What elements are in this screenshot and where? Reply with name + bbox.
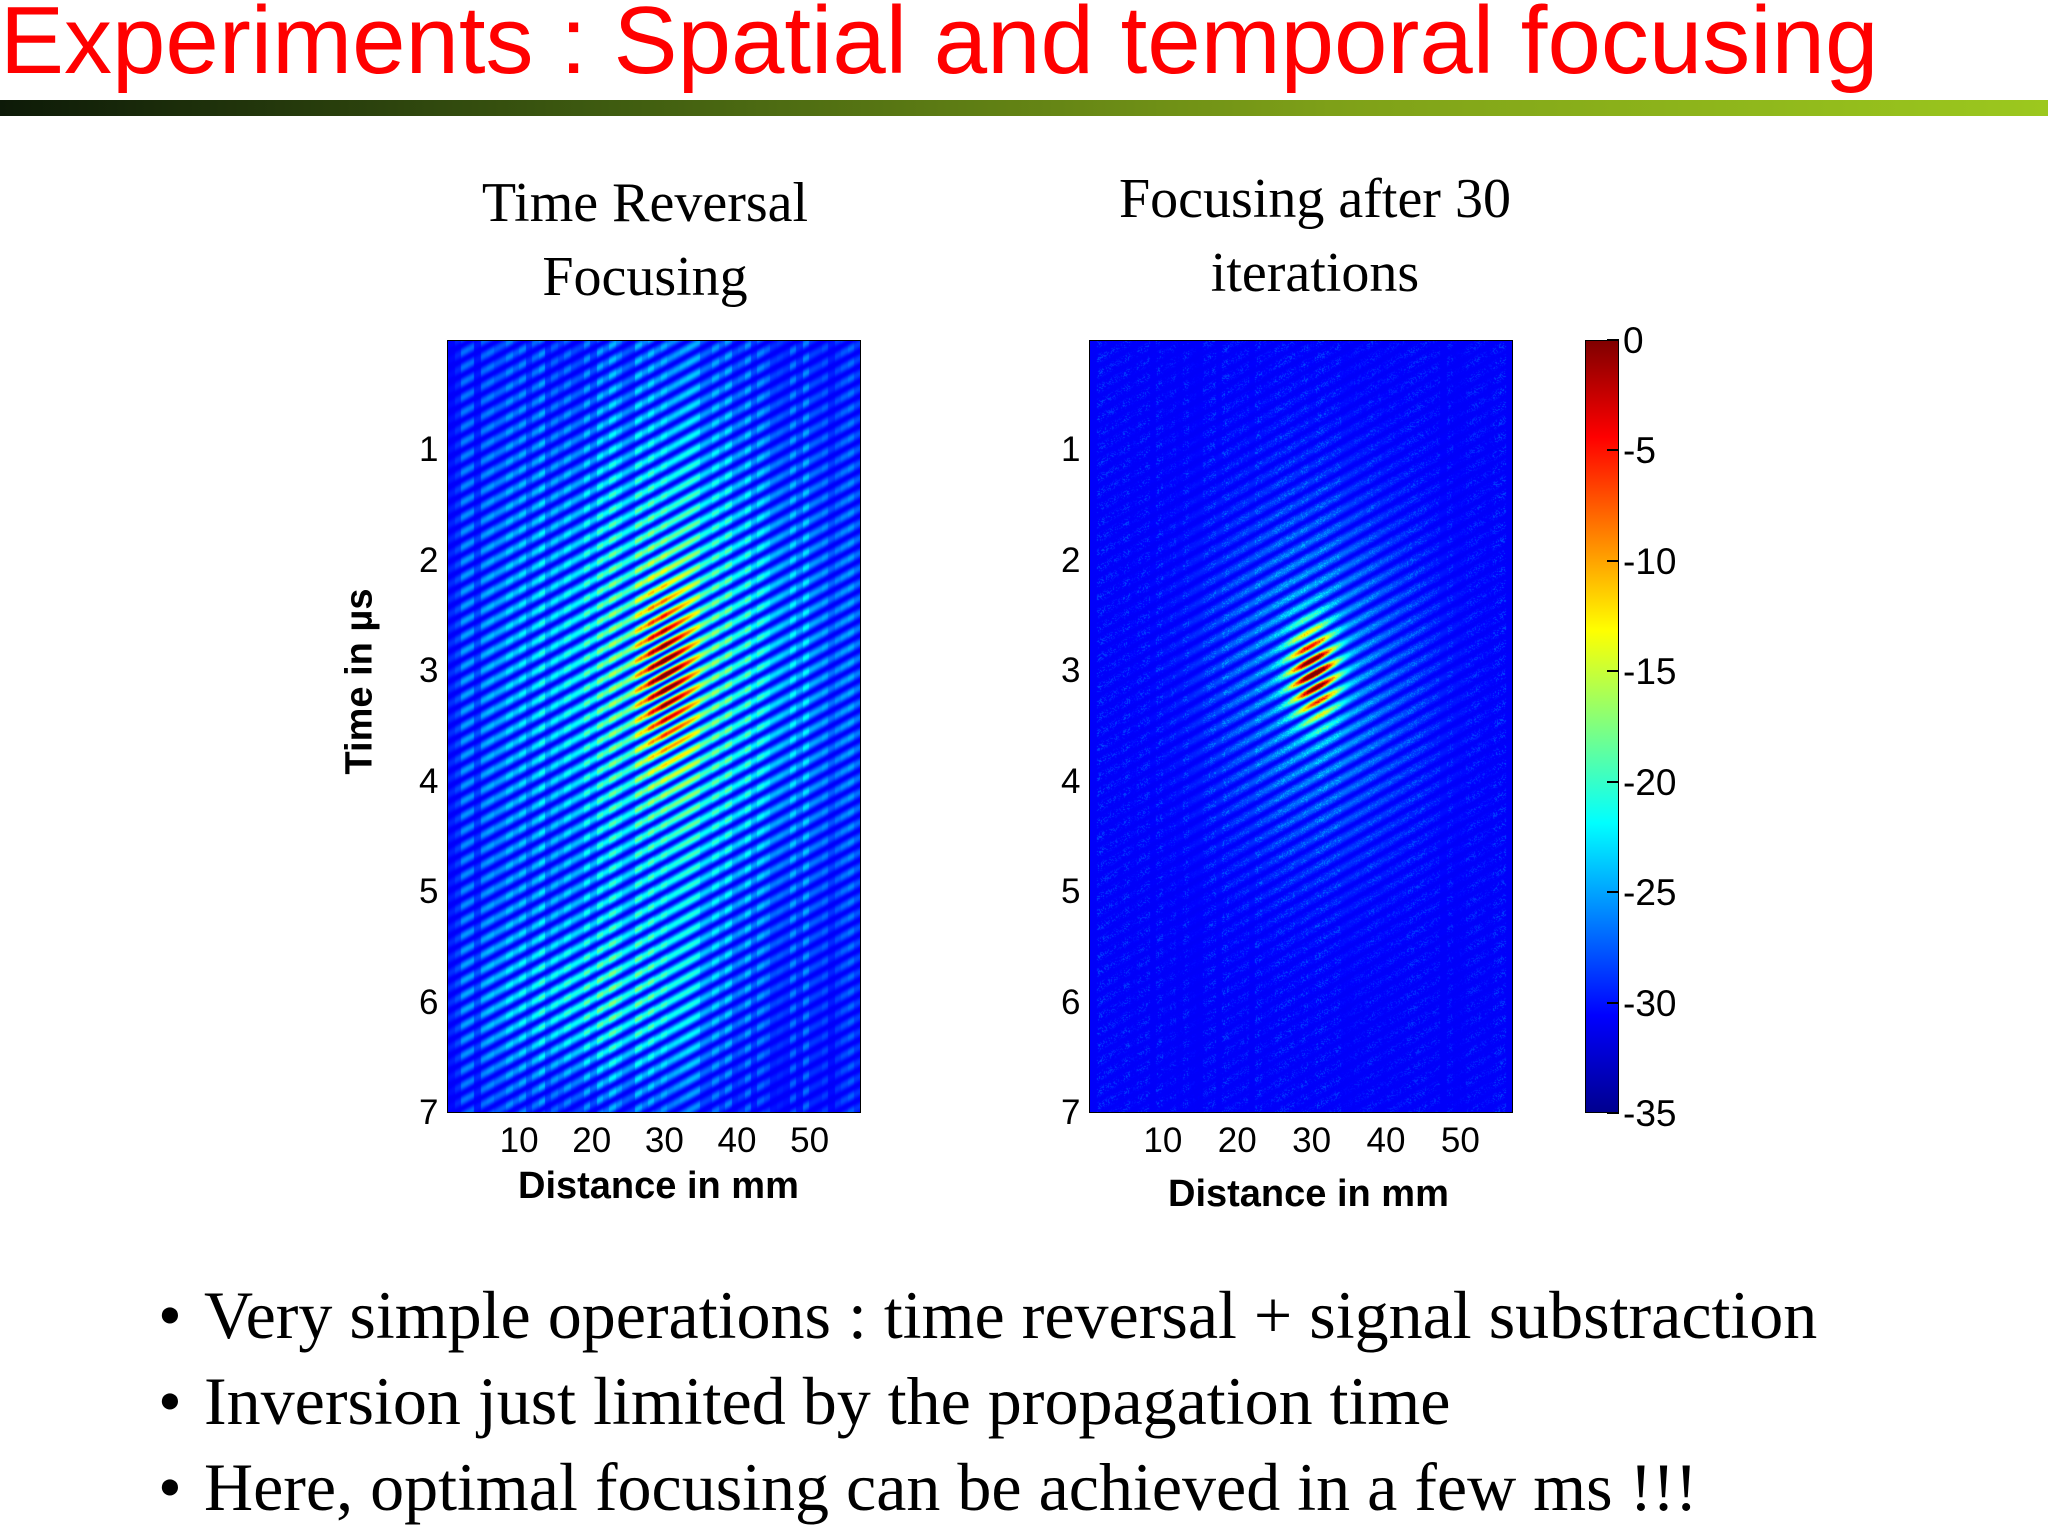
colorbar-tick-mark [1607, 1112, 1619, 1114]
colorbar-tick-mark [1607, 559, 1619, 562]
colorbar-tick-label: 0 [1623, 320, 1644, 361]
colorbar-tick-mark [1607, 780, 1619, 783]
colorbar [1585, 340, 1619, 1113]
right-y-tick-label: 3 [1061, 651, 1081, 691]
left-heatmap-canvas [448, 341, 860, 1112]
title-divider [0, 100, 2048, 116]
right-x-tick-label: 10 [1143, 1121, 1183, 1160]
right-y-tick-label: 6 [1061, 982, 1081, 1022]
bullet-text: Very simple operations : time reversal +… [204, 1277, 1818, 1353]
right-y-tick-label: 7 [1061, 1093, 1081, 1132]
colorbar-tick-mark [1607, 339, 1619, 341]
left-heatmap [447, 340, 861, 1113]
colorbar-tick-mark [1607, 891, 1619, 894]
left-x-tick-label: 20 [572, 1121, 612, 1160]
bullet-dot: • [158, 1363, 182, 1439]
left-y-tick-label: 1 [419, 430, 439, 470]
left-y-tick-label: 7 [419, 1093, 439, 1132]
left-y-tick-label: 4 [419, 761, 439, 801]
bullet-text: Here, optimal focusing can be achieved i… [204, 1449, 1698, 1525]
colorbar-tick-mark [1607, 449, 1619, 452]
bullet-dot: • [158, 1277, 182, 1353]
left-x-axis-label: Distance in mm [518, 1165, 799, 1207]
right-x-tick-label: 50 [1440, 1121, 1480, 1160]
right-x-tick-label: 30 [1292, 1121, 1332, 1160]
bullet-text: Inversion just limited by the propagatio… [204, 1363, 1451, 1439]
slide-title: Experiments : Spatial and temporal focus… [0, 0, 1879, 94]
left-x-tick-label: 10 [499, 1121, 539, 1160]
left-x-tick-label: 40 [717, 1121, 757, 1160]
left-chart-title: Time Reversal Focusing [420, 166, 870, 314]
colorbar-tick-label: -20 [1623, 761, 1677, 803]
right-heatmap-canvas [1090, 341, 1512, 1112]
colorbar-tick-label: -15 [1623, 651, 1677, 693]
left-chart-title-line-2: Focusing [542, 246, 748, 308]
left-x-tick-label: 50 [790, 1121, 830, 1160]
left-chart-title-line-1: Time Reversal [481, 172, 809, 234]
right-chart-title-line-2: iterations [1210, 242, 1420, 304]
right-y-tick-label: 5 [1061, 872, 1081, 912]
left-y-tick-label: 2 [419, 540, 439, 580]
left-y-tick-label: 3 [419, 651, 439, 691]
bullet-item: • Inversion just limited by the propagati… [158, 1358, 1817, 1444]
bullet-list: • Very simple operations : time reversal … [158, 1272, 1817, 1530]
colorbar-tick-label: -5 [1623, 430, 1656, 472]
left-y-tick-label: 6 [419, 982, 439, 1022]
colorbar-tick-label: -10 [1623, 540, 1677, 582]
right-y-tick-label: 4 [1061, 761, 1081, 801]
right-chart-title: Focusing after 30 iterations [1080, 162, 1550, 310]
right-heatmap [1089, 340, 1513, 1113]
colorbar-tick-mark [1607, 670, 1619, 673]
colorbar-tick-label: -35 [1623, 1093, 1677, 1134]
left-y-tick-label: 5 [419, 872, 439, 912]
bullet-dot: • [158, 1449, 182, 1525]
colorbar-tick-label: -25 [1623, 872, 1677, 914]
left-y-axis-label: Time in µs [338, 588, 381, 775]
bullet-item: • Here, optimal focusing can be achieved … [158, 1444, 1817, 1530]
colorbar-tick-label: -30 [1623, 982, 1677, 1024]
right-chart-title-line-1: Focusing after 30 [1119, 168, 1511, 230]
right-x-tick-label: 20 [1217, 1121, 1257, 1160]
bullet-item: • Very simple operations : time reversal … [158, 1272, 1817, 1358]
right-x-axis-label: Distance in mm [1168, 1173, 1449, 1215]
right-x-tick-label: 40 [1366, 1121, 1406, 1160]
left-x-tick-label: 30 [644, 1121, 684, 1160]
right-y-tick-label: 1 [1061, 430, 1081, 470]
right-y-tick-label: 2 [1061, 540, 1081, 580]
colorbar-tick-mark [1607, 1001, 1619, 1004]
